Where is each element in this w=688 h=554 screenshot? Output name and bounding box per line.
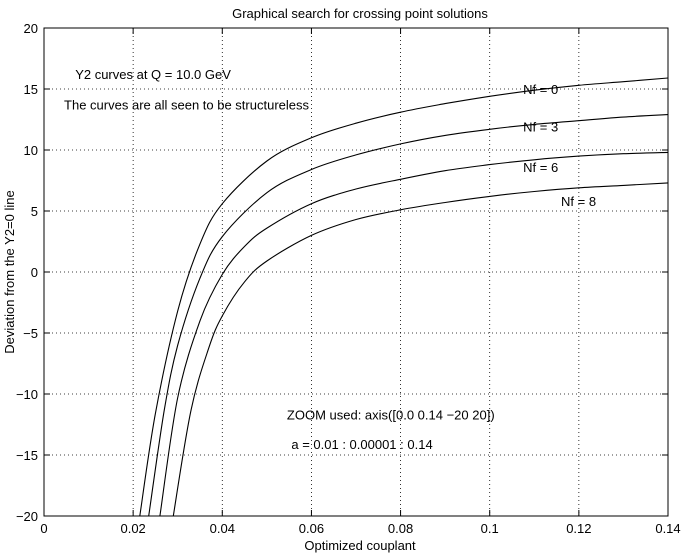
curves <box>139 77 669 517</box>
series-line-nf-6 <box>159 151 669 517</box>
x-tick-label: 0.06 <box>299 521 324 536</box>
x-tick-label: 0.02 <box>120 521 145 536</box>
y-tick-label: −10 <box>16 387 38 402</box>
annotation-text: a = 0.01 : 0.00001 : 0.14 <box>291 437 432 452</box>
y-tick-label: 0 <box>31 265 38 280</box>
x-tick-label: 0.1 <box>481 521 499 536</box>
grid <box>44 28 668 516</box>
annotation-text: Y2 curves at Q = 10.0 GeV <box>75 67 231 82</box>
x-tick-label: 0.12 <box>566 521 591 536</box>
x-tick-label: 0.08 <box>388 521 413 536</box>
y-tick-label: 15 <box>24 82 38 97</box>
y-tick-label: 20 <box>24 21 38 36</box>
ticks <box>43 27 669 517</box>
y-tick-label: 10 <box>24 143 38 158</box>
x-tick-label: 0.14 <box>655 521 680 536</box>
series-line-nf-8 <box>172 182 669 517</box>
annotation-text: ZOOM used: axis([0.0 0.14 −20 20]) <box>287 408 495 423</box>
y-axis-title: Deviation from the Y2=0 line <box>2 190 17 353</box>
series-line-nf-3 <box>148 114 669 517</box>
curve-label: Nf = 6 <box>523 160 558 175</box>
curve-label: Nf = 8 <box>561 194 596 209</box>
x-axis-title: Optimized couplant <box>304 538 416 553</box>
labels: Nf = 0 Nf = 3 Nf = 6 Nf = 8 Y2 curves at Q =… <box>64 67 596 452</box>
curve-label: Nf = 3 <box>523 120 558 135</box>
x-tick-label: 0.04 <box>210 521 235 536</box>
y-tick-label: −5 <box>23 326 38 341</box>
curve-label: Nf = 0 <box>523 82 558 97</box>
chart-title: Graphical search for crossing point solu… <box>232 6 488 21</box>
annotation-text: The curves are all seen to be structurel… <box>64 98 309 113</box>
y-tick-label: −20 <box>16 509 38 524</box>
y-tick-label: −15 <box>16 448 38 463</box>
x-tick-label: 0 <box>40 521 47 536</box>
series-line-nf-0 <box>139 77 669 517</box>
tick-labels: 0 0.02 0.04 0.06 0.08 0.1 0.12 0.14 −20 −15 −10 −5 0… <box>16 21 681 536</box>
y-tick-label: 5 <box>31 204 38 219</box>
